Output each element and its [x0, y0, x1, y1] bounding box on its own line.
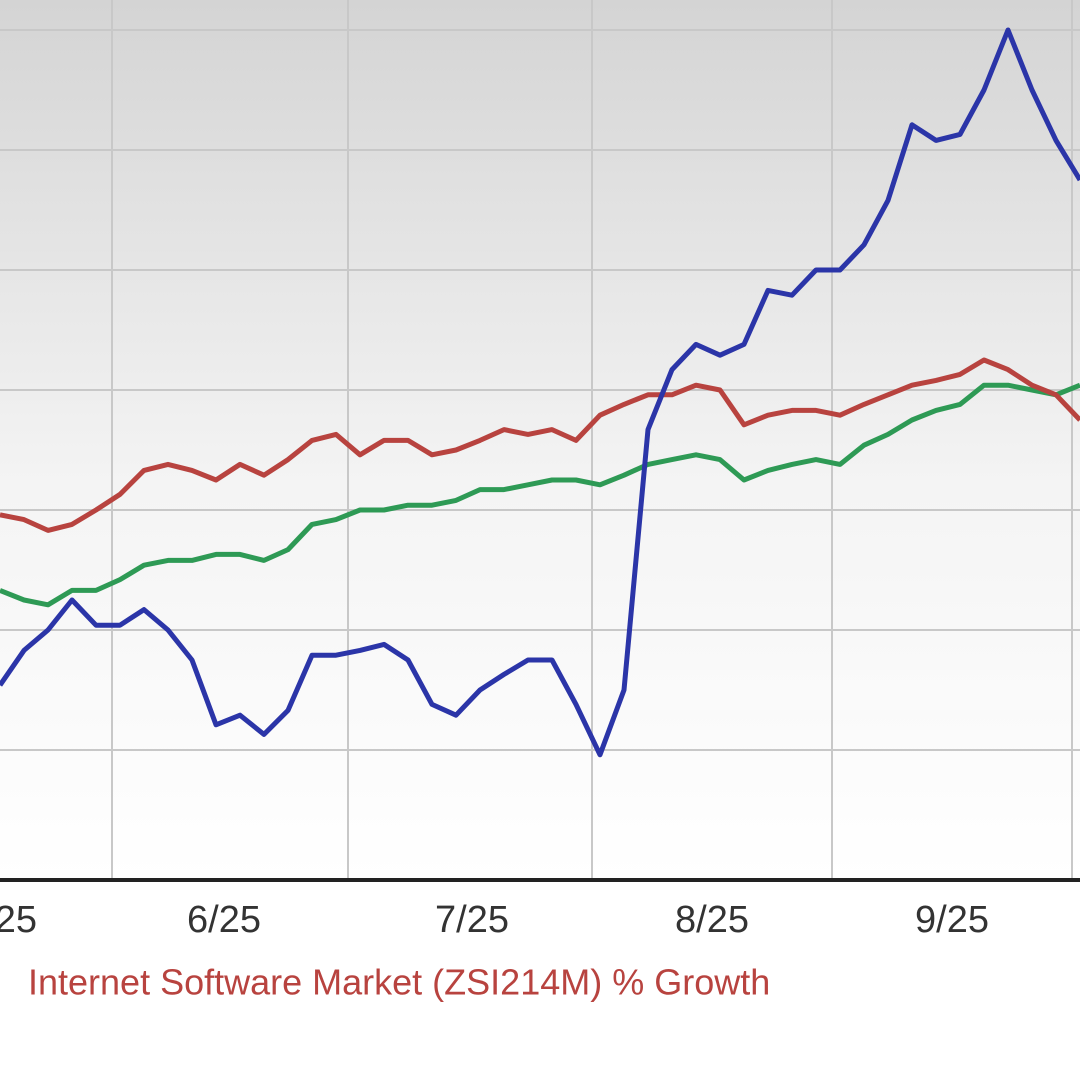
x-tick-label: 7/25 — [435, 899, 509, 941]
x-tick-label: 6/25 — [187, 899, 261, 941]
plot-background — [0, 0, 1080, 880]
series-line — [0, 27, 1080, 758]
x-tick-label: 8/25 — [675, 899, 749, 941]
x-tick-label: 5/25 — [0, 899, 37, 941]
series-line — [0, 357, 1080, 533]
series-line — [0, 382, 1080, 608]
x-tick-label: 9/25 — [915, 899, 989, 941]
legend-entry: Internet Software Market (ZSI214M) % Gro… — [28, 962, 770, 1003]
